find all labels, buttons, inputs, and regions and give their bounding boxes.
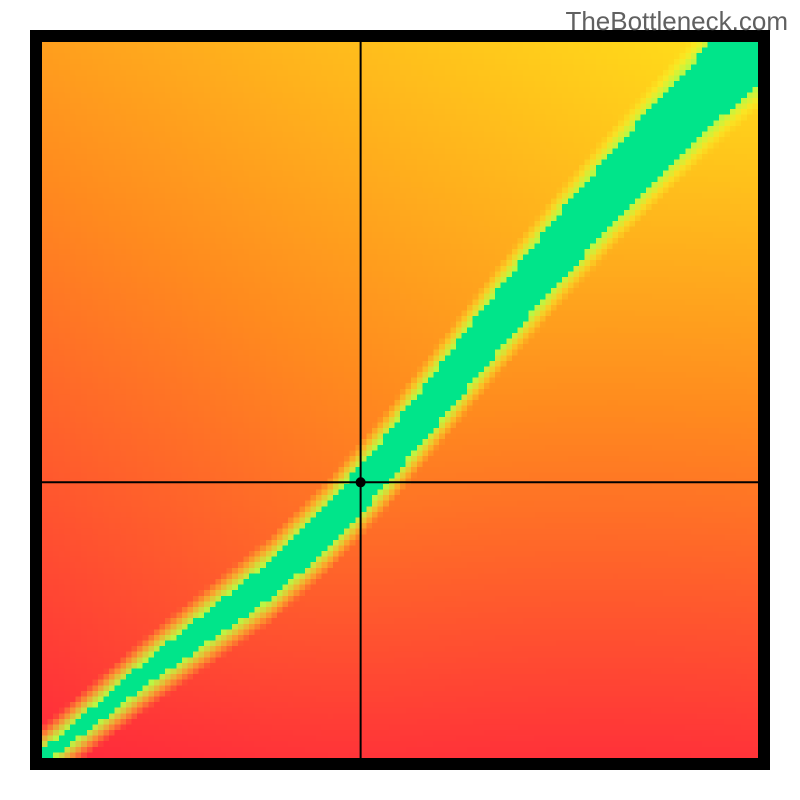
plot-frame [30,30,770,770]
watermark-text: TheBottleneck.com [565,6,788,37]
crosshair-overlay [30,30,770,770]
root: TheBottleneck.com [0,0,800,800]
